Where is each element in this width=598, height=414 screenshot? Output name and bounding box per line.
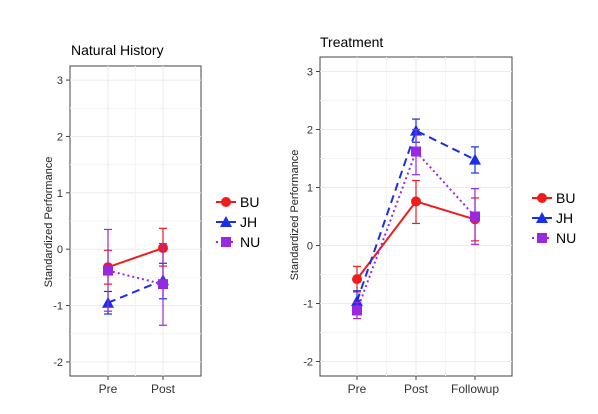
- legend-label: JH: [556, 210, 573, 226]
- x-tick-label: Followup: [451, 382, 499, 396]
- y-axis-label: Standardized Performance: [43, 157, 55, 288]
- chart-title: Treatment: [320, 34, 383, 50]
- series-line-nu: [356, 149, 476, 311]
- chart-panel-treatment: Treatment Standardized Performance -2 -1 0…: [289, 34, 576, 396]
- x-tick-label: Pre: [348, 382, 367, 396]
- legend-label: NU: [556, 230, 576, 246]
- data-point-nu: [158, 279, 168, 290]
- y-tick-label: -1: [303, 299, 313, 311]
- y-tick-label: 2: [57, 131, 63, 143]
- y-tick-label: 0: [307, 241, 313, 253]
- legend-label: NU: [240, 234, 260, 250]
- data-point-jh: [469, 153, 481, 165]
- legend: BU JH NU: [216, 194, 260, 250]
- legend-label: BU: [556, 190, 575, 206]
- series-line-bu: [107, 247, 164, 269]
- y-axis-label: Standardized Performance: [289, 150, 301, 281]
- data-point-nu: [470, 211, 480, 222]
- x-tick-label: Post: [151, 382, 176, 396]
- y-tick-label: 3: [57, 75, 63, 87]
- legend-key-marker: [537, 233, 547, 243]
- data-point-bu: [411, 196, 421, 207]
- x-tick-label: Pre: [99, 382, 118, 396]
- legend-item-nu: NU: [532, 230, 576, 246]
- series-line-jh: [356, 129, 476, 302]
- legend-key-marker: [220, 216, 232, 227]
- legend-item-bu: BU: [532, 190, 575, 206]
- legend-label: BU: [240, 194, 259, 210]
- y-tick-label: -2: [53, 357, 63, 369]
- y-tick-label: 0: [57, 244, 63, 256]
- data-point-bu: [352, 274, 362, 285]
- y-tick-label: 1: [307, 183, 313, 195]
- plot-area: -2 -1 0 1 2 3 Pre Post Followup: [303, 56, 513, 396]
- series-line-jh: [107, 279, 164, 304]
- legend-item-nu: NU: [216, 234, 260, 250]
- legend-key-marker: [537, 193, 547, 203]
- y-tick-label: 2: [307, 125, 313, 137]
- data-point-jh: [351, 295, 363, 307]
- data-point-nu: [411, 146, 421, 157]
- legend-key-marker: [536, 212, 548, 223]
- data-point-nu: [352, 305, 362, 316]
- chart-panel-natural-history: Natural History Standardized Performance…: [43, 42, 260, 396]
- y-tick-label: -2: [303, 357, 313, 369]
- y-tick-label: 3: [307, 67, 313, 79]
- chart-title: Natural History: [71, 42, 164, 58]
- legend-label: JH: [240, 214, 257, 230]
- y-tick-label: -1: [53, 301, 63, 313]
- plot-area: -2 -1 0 1 2 3 Pre Post: [53, 65, 202, 396]
- legend-item-jh: JH: [532, 210, 573, 226]
- x-tick-label: Post: [404, 382, 429, 396]
- legend-item-bu: BU: [216, 194, 259, 210]
- y-tick-label: 1: [57, 188, 63, 200]
- legend-key-marker: [221, 197, 231, 207]
- legend-key-marker: [221, 237, 231, 247]
- data-point-nu: [103, 265, 113, 276]
- legend-item-jh: JH: [216, 214, 257, 230]
- legend: BU JH NU: [532, 190, 576, 246]
